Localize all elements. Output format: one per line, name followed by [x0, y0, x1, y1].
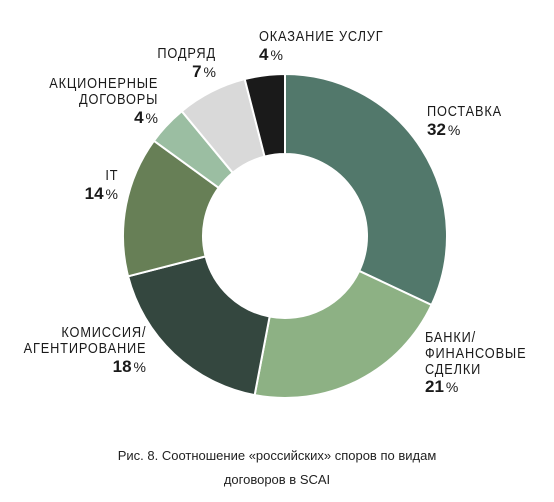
donut-slice-2 [126, 255, 271, 397]
label-akcionernye: АКЦИОНЕРНЫЕ ДОГОВОРЫ 4% [30, 76, 158, 126]
label-akcionernye-value: 4% [134, 107, 158, 127]
label-banki-line3: СДЕЛКИ [425, 360, 482, 378]
figure-caption: Рис. 8. Соотношение «российских» споров … [0, 444, 554, 492]
label-akcionernye-line2: ДОГОВОРЫ [78, 90, 158, 108]
label-podryad: ПОДРЯД 7% [147, 46, 216, 81]
label-postavka: ПОСТАВКА 32% [427, 104, 515, 139]
label-okazanie-name: ОКАЗАНИЕ УСЛУГ [259, 28, 384, 45]
label-postavka-value: 32% [427, 119, 461, 139]
label-banki: БАНКИ/ ФИНАНСОВЫЕ СДЕЛКИ 21% [425, 330, 544, 396]
label-it-value: 14% [84, 183, 118, 203]
label-komissiya-line2: АГЕНТИРОВАНИЕ [23, 339, 146, 357]
label-komissiya-value: 18% [112, 356, 146, 376]
label-okazanie: ОКАЗАНИЕ УСЛУГ 4% [259, 29, 405, 64]
label-komissiya-line1: КОМИССИЯ/ [61, 324, 146, 341]
donut-slice-6 [243, 72, 286, 158]
label-okazanie-value: 4% [259, 44, 283, 64]
caption-line-1: Рис. 8. Соотношение «российских» споров … [117, 448, 437, 463]
donut-chart [122, 72, 448, 399]
label-podryad-name: ПОДРЯД [157, 45, 216, 62]
caption-line-2: договоров в SCAI [223, 472, 331, 487]
label-banki-line2: ФИНАНСОВЫЕ [425, 344, 527, 362]
label-banki-line1: БАНКИ/ [425, 329, 477, 346]
label-postavka-name: ПОСТАВКА [427, 103, 502, 120]
label-podryad-value: 7% [192, 61, 216, 81]
label-it-name: IT [104, 167, 118, 184]
donut-slice-1 [253, 269, 433, 399]
label-banki-value: 21% [425, 377, 459, 397]
label-akcionernye-line1: АКЦИОНЕРНЫЕ [48, 75, 158, 92]
label-komissiya: КОМИССИЯ/ АГЕНТИРОВАНИЕ 18% [2, 325, 146, 375]
label-it: IT 14% [85, 168, 118, 203]
donut-slice-0 [284, 72, 448, 307]
